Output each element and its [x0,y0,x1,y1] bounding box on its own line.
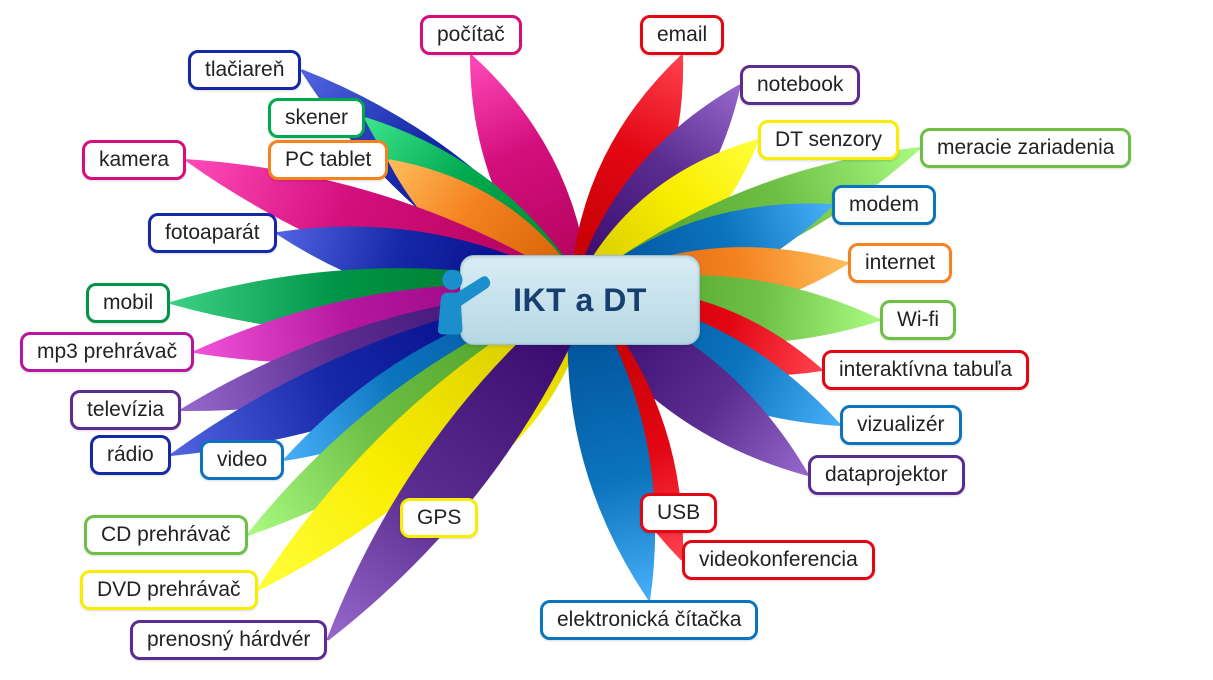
node-interaktivna: interaktívna tabuľa [822,350,1029,390]
node-label: mobil [103,291,153,314]
center-node: IKT a DT [460,255,700,345]
node-skener: skener [268,98,365,138]
node-label: tlačiareň [205,58,284,81]
person-icon [425,264,497,336]
node-tlaciaren: tlačiareň [188,50,301,90]
node-fotoaparat: fotoaparát [148,213,277,253]
node-label: elektronická čítačka [557,608,741,631]
node-pocitac: počítač [420,15,522,55]
node-label: internet [865,251,935,274]
node-modem: modem [832,185,936,225]
node-label: interaktívna tabuľa [839,358,1012,381]
node-kamera: kamera [82,140,186,180]
node-label: mp3 prehrávač [37,340,177,363]
node-prenosny: prenosný hárdvér [130,620,327,660]
node-mobil: mobil [86,283,170,323]
node-label: DVD prehrávač [97,578,241,601]
node-label: vizualizér [857,413,945,436]
node-wifi: Wi-fi [880,300,956,340]
node-dvd: DVD prehrávač [80,570,258,610]
node-label: videokonferencia [699,548,858,571]
node-label: televízia [87,398,164,421]
node-label: video [217,448,267,471]
node-email: email [640,15,724,55]
node-internet: internet [848,243,952,283]
node-notebook: notebook [740,65,860,105]
node-label: PC tablet [285,148,371,171]
connector [327,293,589,640]
node-label: Wi-fi [897,308,939,331]
node-label: modem [849,193,919,216]
node-label: email [657,23,707,46]
center-label: IKT a DT [513,282,647,319]
node-elektronicka: elektronická čítačka [540,600,758,640]
node-pc-tablet: PC tablet [268,140,388,180]
node-label: fotoaparát [165,221,260,244]
node-usb: USB [640,493,717,533]
node-dataprojektor: dataprojektor [808,455,965,495]
node-label: počítač [437,23,505,46]
node-label: USB [657,501,700,524]
node-meracie: meracie zariadenia [920,128,1131,168]
node-label: GPS [417,506,461,529]
node-dt-senzory: DT senzory [758,120,899,160]
node-vizualizer: vizualizér [840,405,962,445]
node-mp3: mp3 prehrávač [20,332,194,372]
node-label: CD prehrávač [101,523,231,546]
mindmap-stage: IKT a DT počítač email tlačiareň notebook sk… [0,0,1213,680]
node-label: kamera [99,148,169,171]
node-gps: GPS [400,498,478,538]
node-televizia: televízia [70,390,181,430]
node-label: notebook [757,73,843,96]
node-label: skener [285,106,348,129]
node-label: DT senzory [775,128,882,151]
node-video: video [200,440,284,480]
node-label: meracie zariadenia [937,136,1114,159]
node-label: prenosný hárdvér [147,628,310,651]
node-cd: CD prehrávač [84,515,248,555]
node-label: rádio [107,443,154,466]
node-radio: rádio [90,435,171,475]
node-videokonf: videokonferencia [682,540,875,580]
node-label: dataprojektor [825,463,948,486]
